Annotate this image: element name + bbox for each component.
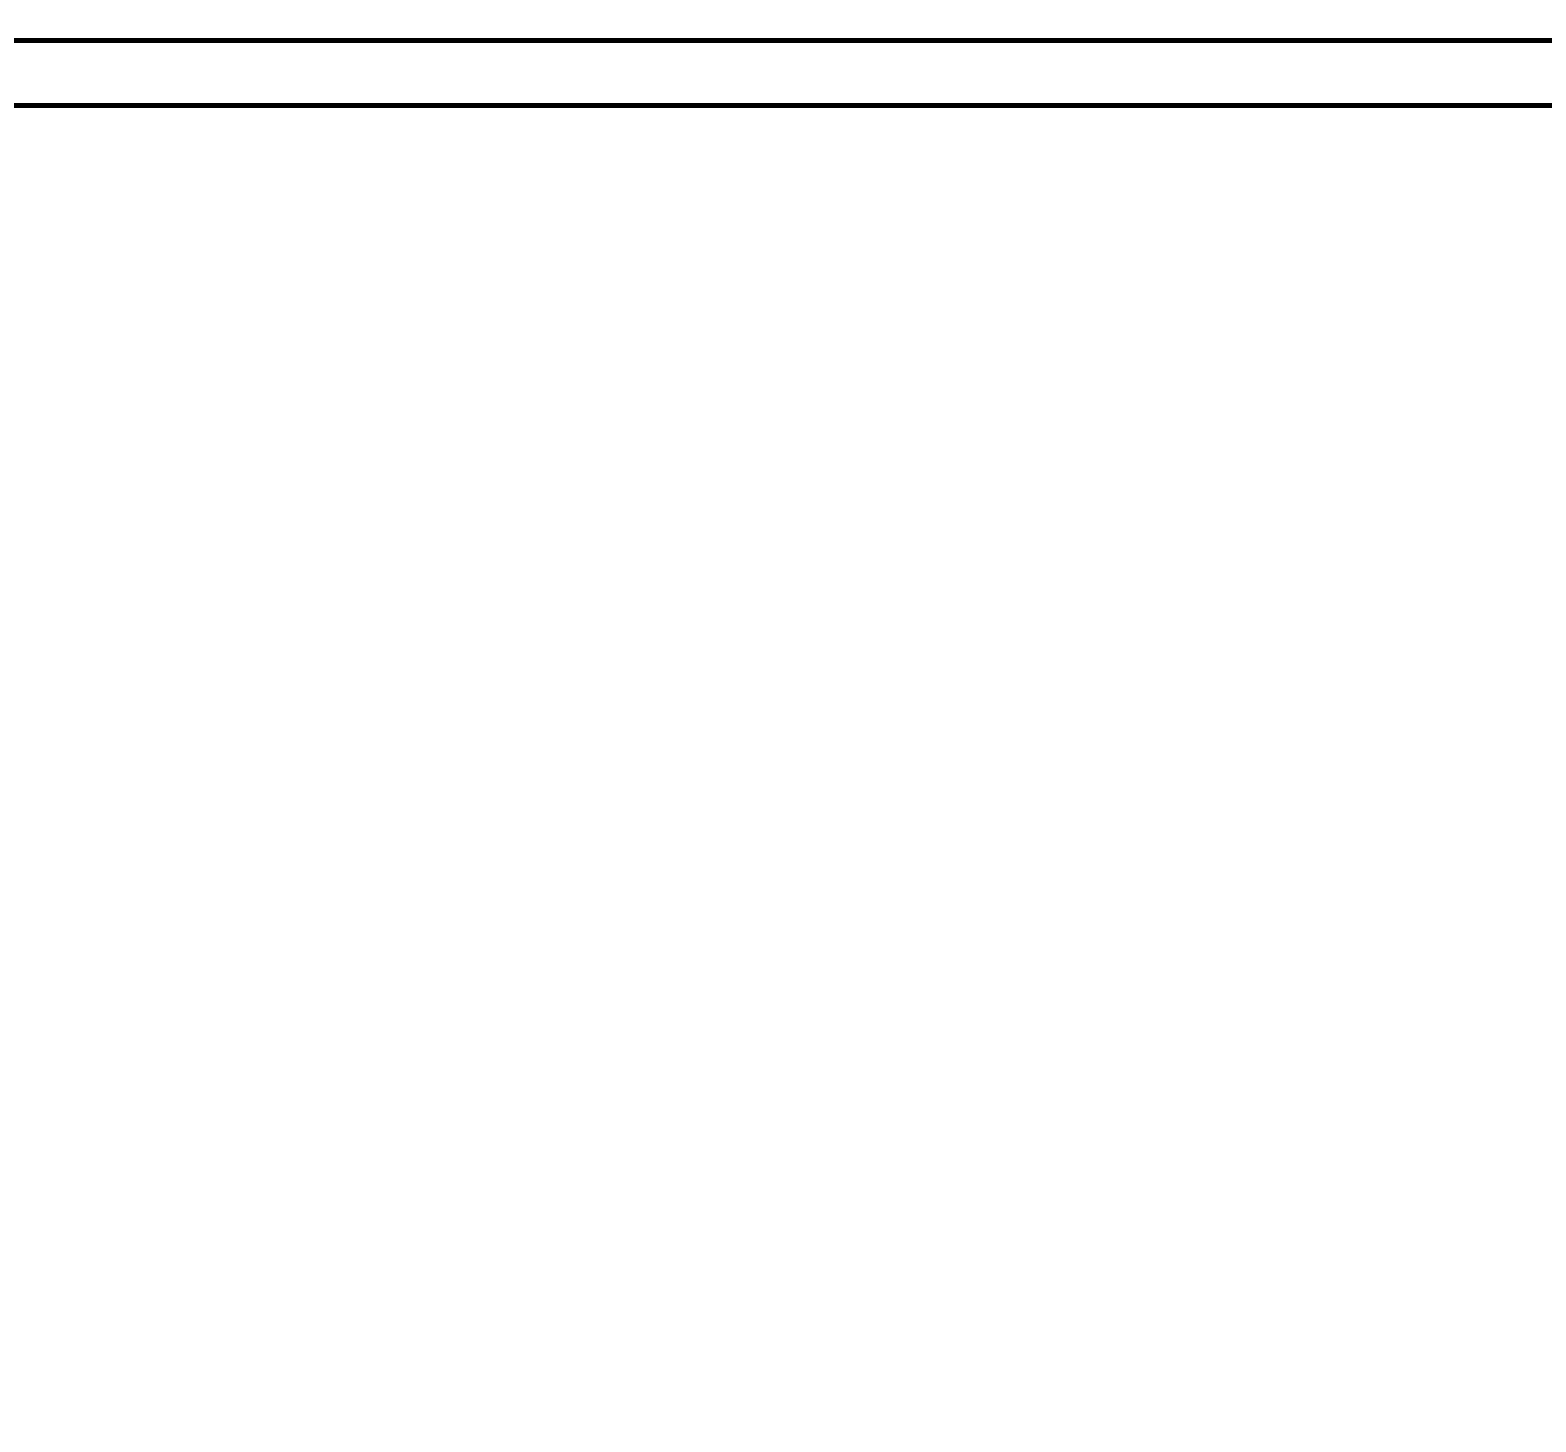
table-caption [14,12,1552,20]
table-header [14,40,1552,107]
col-header-significance [1160,40,1552,107]
col-header-dry-cured-shoulder [779,40,1160,107]
fatty-acids-table [14,38,1552,108]
header-row [14,40,1552,107]
col-header-fatty-acids [14,40,404,107]
col-header-raw-shoulder [404,40,779,107]
